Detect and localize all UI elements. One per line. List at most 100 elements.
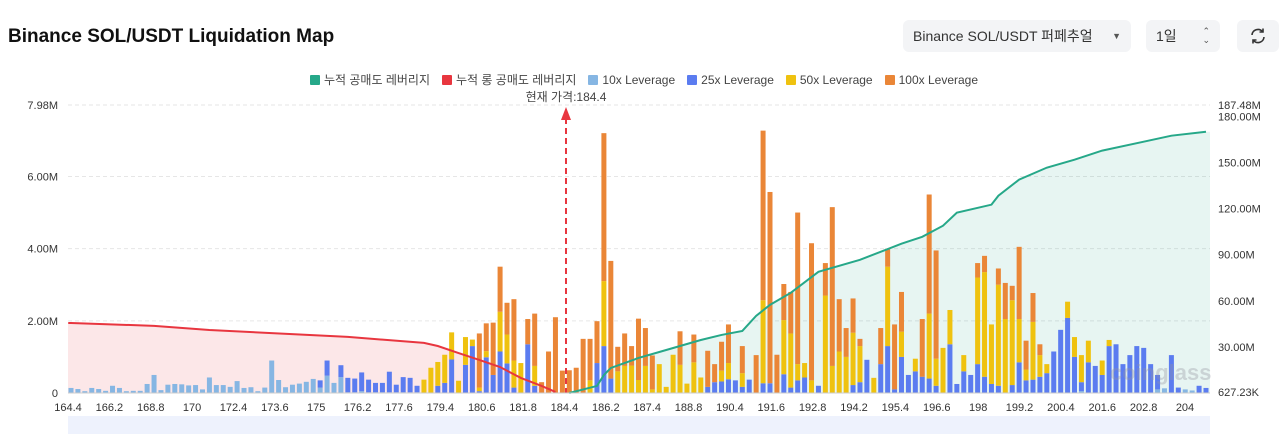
- bar-segment-100x: [926, 194, 932, 314]
- bar-segment-25x: [919, 376, 925, 393]
- bar-segment-25x: [462, 364, 468, 393]
- bar-segment-25x: [483, 357, 489, 393]
- bar-segment-50x: [725, 363, 731, 380]
- coinglass-watermark: coinglass: [1110, 360, 1212, 385]
- bar-segment-100x: [712, 364, 718, 383]
- bar-segment-25x: [905, 374, 911, 393]
- bar-segment-100x: [857, 338, 863, 347]
- bar-segment-50x: [449, 332, 455, 360]
- legend-swatch: [309, 74, 320, 85]
- bar-segment-50x: [435, 361, 441, 386]
- bar-segment-10x: [248, 387, 254, 393]
- bar-segment-50x: [456, 380, 462, 393]
- bar-segment-50x: [1099, 360, 1105, 375]
- bar-segment-25x: [739, 386, 745, 393]
- bar-segment-10x: [1155, 389, 1161, 393]
- legend-label: 10x Leverage: [602, 72, 676, 87]
- bar-segment-50x: [428, 367, 434, 393]
- cumulative-long-area: [68, 322, 556, 393]
- legend-item[interactable]: 누적 롱 공매도 레버리지: [442, 71, 576, 88]
- legend-item[interactable]: 10x Leverage: [588, 71, 675, 88]
- bar-segment-50x: [469, 339, 475, 347]
- bar-segment-100x: [525, 319, 531, 345]
- bar-segment-25x: [1030, 379, 1036, 393]
- bar-segment-10x: [269, 360, 275, 393]
- y-left-tick-label: 6.00M: [27, 171, 58, 183]
- bar-segment-10x: [359, 391, 365, 393]
- bar-segment-50x: [1016, 319, 1022, 363]
- bar-segment-100x: [677, 331, 683, 365]
- bar-segment-50x: [636, 380, 641, 393]
- bar-segment-50x: [947, 309, 953, 345]
- bar-segment-25x: [442, 382, 448, 393]
- bar-segment-10x: [158, 390, 164, 393]
- legend-item[interactable]: 25x Leverage: [687, 71, 774, 88]
- bar-segment-10x: [289, 384, 295, 393]
- x-tick-label: 186.2: [592, 402, 620, 414]
- bar-segment-100x: [995, 268, 1001, 285]
- refresh-button[interactable]: [1237, 20, 1279, 52]
- page-title: Binance SOL/USDT Liquidation Map: [8, 26, 335, 47]
- bar-segment-50x: [656, 364, 662, 393]
- bar-segment-100x: [573, 367, 579, 393]
- bar-segment-100x: [483, 323, 489, 352]
- y-right-tick-label: 90.00M: [1218, 250, 1255, 262]
- bar-segment-50x: [788, 333, 794, 388]
- bar-segment-50x: [1030, 321, 1036, 380]
- bar-segment-25x: [975, 364, 981, 393]
- bar-segment-100x: [608, 260, 614, 379]
- bar-segment-25x: [469, 346, 475, 393]
- y-left-tick-label: 4.00M: [27, 244, 58, 256]
- current-price-arrow-icon: [561, 107, 571, 120]
- bar-segment-10x: [116, 387, 122, 393]
- legend-item[interactable]: 누적 공매도 레버리지: [309, 71, 430, 88]
- bar-segment-10x: [110, 385, 116, 393]
- x-tick-label: 191.6: [758, 402, 786, 414]
- bar-segment-25x: [1058, 329, 1064, 393]
- bar-segment-25x: [954, 383, 960, 393]
- bar-segment-25x: [802, 377, 808, 393]
- bar-segment-25x: [746, 379, 752, 393]
- legend-label: 100x Leverage: [898, 72, 979, 87]
- bar-segment-25x: [968, 374, 974, 393]
- bar-segment-25x: [1078, 382, 1084, 392]
- bar-segment-100x: [739, 346, 745, 374]
- bar-segment-25x: [857, 382, 863, 393]
- time-range-select[interactable]: 1일 ⌃ ⌄: [1146, 20, 1220, 52]
- bar-segment-25x: [1127, 355, 1133, 393]
- y-left-tick-label: 0: [52, 388, 58, 400]
- bar-segment-25x: [490, 374, 496, 393]
- bar-segment-25x: [1196, 385, 1202, 393]
- y-right-tick-label: 150.00M: [1218, 158, 1261, 170]
- zoom-slider[interactable]: [68, 416, 1210, 434]
- bar-segment-25x: [1168, 355, 1174, 393]
- market-select[interactable]: Binance SOL/USDT 퍼페추얼 ▼: [903, 20, 1131, 52]
- bar-segment-100x: [809, 243, 815, 381]
- bar-segment-10x: [82, 391, 88, 393]
- bar-segment-10x: [186, 385, 192, 393]
- bar-segment-50x: [809, 380, 815, 393]
- x-tick-label: 202.8: [1130, 402, 1158, 414]
- bar-segment-25x: [1051, 351, 1057, 393]
- y-right-tick-label: 60.00M: [1218, 296, 1255, 308]
- bar-segment-50x: [1078, 355, 1084, 383]
- legend-item[interactable]: 100x Leverage: [884, 71, 979, 88]
- legend-item[interactable]: 50x Leverage: [785, 71, 873, 88]
- chart-legend: 누적 공매도 레버리지 누적 롱 공매도 레버리지 10x Leverage 25x …: [0, 71, 1280, 88]
- bar-segment-10x: [137, 390, 143, 393]
- bar-segment-25x: [601, 346, 607, 393]
- bar-segment-10x: [193, 385, 199, 393]
- bar-segment-50x: [926, 313, 932, 379]
- x-tick-label: 173.6: [261, 402, 289, 414]
- bar-segment-50x: [760, 300, 766, 384]
- bar-segment-25x: [995, 385, 1001, 393]
- y-right-tick-label: 627.23K: [1218, 387, 1260, 399]
- bar-segment-25x: [982, 376, 988, 393]
- legend-label: 50x Leverage: [799, 72, 873, 87]
- bar-segment-50x: [739, 373, 745, 387]
- x-tick-label: 199.2: [1006, 402, 1034, 414]
- bar-segment-25x: [449, 359, 455, 393]
- bar-segment-50x: [1072, 337, 1078, 357]
- x-tick-label: 187.4: [633, 402, 661, 414]
